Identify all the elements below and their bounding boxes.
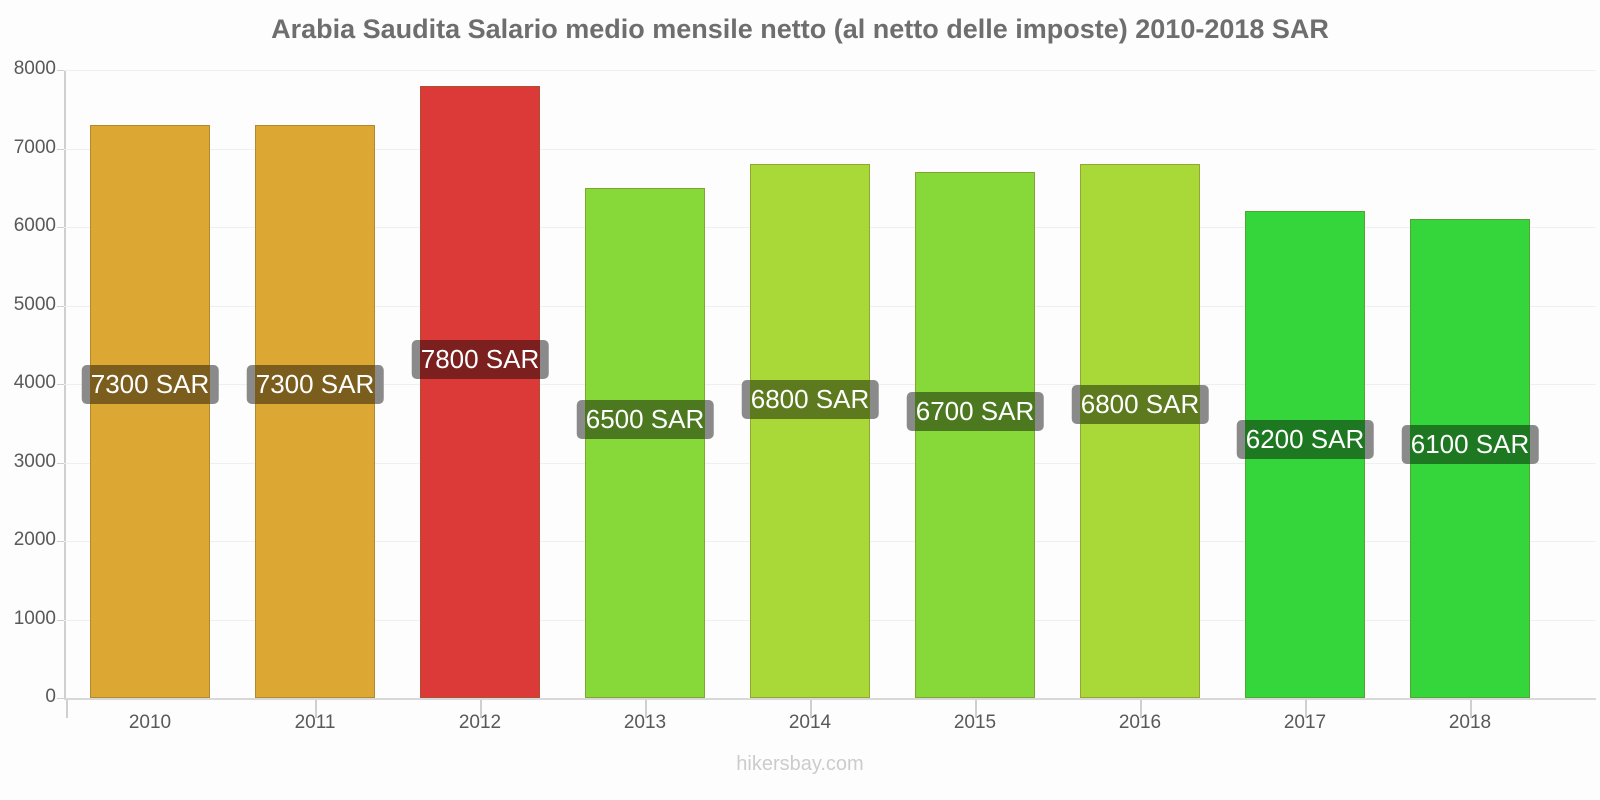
y-tick-mark — [57, 148, 64, 150]
y-tick-label: 5000 — [13, 293, 56, 315]
x-tick-mark — [1305, 700, 1307, 718]
gridline — [64, 698, 1596, 700]
y-tick-mark — [57, 541, 64, 542]
x-tick-mark — [480, 700, 482, 718]
bar-2010[interactable] — [90, 124, 210, 698]
bar-2016[interactable] — [1080, 164, 1200, 698]
y-tick-label: 6000 — [13, 215, 56, 236]
y-tick-mark — [57, 227, 64, 228]
chart-title: Arabia Saudita Salario medio mensile net… — [271, 14, 1329, 44]
bar-fill — [1080, 164, 1200, 698]
bar-value-label: 7300 SAR — [81, 365, 219, 404]
x-tick-mark — [1140, 700, 1142, 718]
bar-fill — [750, 164, 870, 698]
y-tick-mark — [57, 698, 64, 699]
x-tick-label-2012: 2012 — [458, 712, 502, 733]
x-tick-mark — [1470, 700, 1472, 718]
bar-2013[interactable] — [585, 187, 705, 698]
y-tick-mark — [57, 462, 64, 464]
x-tick-mark — [66, 700, 68, 718]
y-tick-mark — [57, 70, 64, 71]
y-tick-mark — [57, 384, 64, 385]
x-tick-mark — [975, 700, 977, 718]
y-tick-label: 3000 — [13, 450, 56, 472]
y-tick-label: 8000 — [13, 58, 56, 79]
plot-area: 7300 SAR 7300 SAR 7800 SAR 6500 SAR 6800 SAR… — [64, 70, 1596, 700]
x-tick-label-2014: 2014 — [788, 712, 832, 733]
gridline — [64, 148, 1596, 150]
bar-fill — [255, 124, 375, 698]
x-tick-label-2017: 2017 — [1283, 712, 1327, 733]
chart-source-footer: hikersbay.com — [736, 753, 864, 775]
x-tick-mark — [810, 700, 812, 718]
bar-value-label: 6700 SAR — [906, 392, 1044, 431]
y-tick-label: 1000 — [13, 607, 56, 629]
gridline — [64, 70, 1596, 71]
bar-value-label: 6800 SAR — [1071, 385, 1209, 424]
bar-2012[interactable] — [420, 85, 540, 698]
x-tick-label-2016: 2016 — [1118, 712, 1162, 733]
y-tick-label: 2000 — [13, 529, 56, 550]
bar-value-label: 6100 SAR — [1401, 425, 1539, 464]
bar-value-label: 6200 SAR — [1236, 420, 1374, 459]
bar-value-label: 7300 SAR — [246, 365, 384, 404]
y-tick-mark — [57, 305, 64, 307]
bar-value-label: 6800 SAR — [741, 380, 879, 419]
bar-fill — [90, 124, 210, 698]
x-tick-mark — [315, 700, 317, 718]
bar-2015[interactable] — [915, 172, 1035, 698]
bar-value-label: 6500 SAR — [576, 400, 714, 439]
x-tick-label-2015: 2015 — [953, 712, 997, 733]
y-tick-label: 7000 — [13, 136, 56, 158]
x-tick-mark — [645, 700, 647, 718]
bar-fill — [420, 85, 540, 698]
x-tick-label-2018: 2018 — [1448, 712, 1492, 733]
bar-value-label: 7800 SAR — [411, 340, 549, 379]
x-tick-label-2010: 2010 — [128, 712, 172, 733]
bar-2011[interactable] — [255, 124, 375, 698]
y-tick-mark — [57, 619, 64, 621]
x-tick-label-2013: 2013 — [623, 712, 667, 733]
bar-fill — [915, 172, 1035, 698]
bar-fill — [585, 187, 705, 698]
x-tick-label-2011: 2011 — [294, 712, 336, 733]
y-tick-label: 4000 — [13, 372, 56, 393]
y-tick-label: 0 — [45, 686, 56, 707]
bar-2014[interactable] — [750, 164, 870, 698]
